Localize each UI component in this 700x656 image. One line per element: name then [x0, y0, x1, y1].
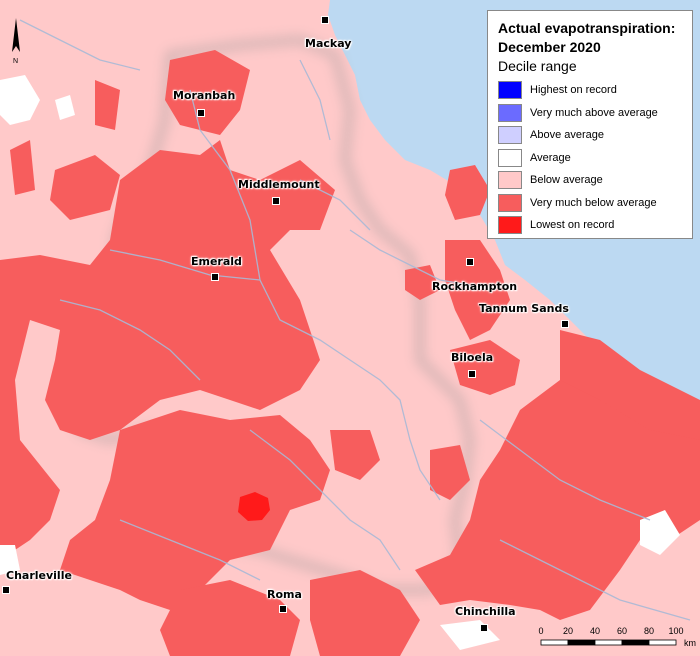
town-marker-emerald [211, 273, 219, 281]
legend-row-average: Average [498, 147, 682, 170]
scale-tick-label: 60 [616, 626, 628, 636]
town-marker-chinchilla [480, 624, 488, 632]
town-label-rockhampton: Rockhampton [432, 280, 518, 293]
legend-label: Very much below average [530, 196, 657, 209]
town-label-middlemount: Middlemount [238, 178, 320, 191]
lowest-on-record-patch [238, 492, 270, 521]
legend-label: Average [530, 151, 571, 164]
scale-tick-label: 40 [589, 626, 601, 636]
legend-row-above: Above average [498, 124, 682, 147]
north-arrow-icon [12, 18, 20, 52]
legend-swatch [498, 193, 522, 212]
legend-label: Very much above average [530, 106, 658, 119]
scale-tick-label: 20 [562, 626, 574, 636]
legend-title-line2: December 2020 [498, 39, 601, 55]
town-marker-roma [279, 605, 287, 613]
town-marker-rockhampton [466, 258, 474, 266]
scale-tick-label: 0 [538, 626, 544, 636]
legend-label: Highest on record [530, 84, 617, 97]
legend-label: Below average [530, 174, 603, 187]
town-marker-charleville [2, 586, 10, 594]
very-much-below-average-regions [0, 50, 700, 656]
legend-swatch [498, 171, 522, 190]
legend-swatch [498, 216, 522, 235]
town-marker-moranbah [197, 109, 205, 117]
legend-label: Above average [530, 129, 604, 142]
scale-unit: km [684, 638, 696, 648]
scale-bar: 0 20 40 60 80 100 km [538, 626, 696, 650]
legend-swatch [498, 148, 522, 167]
map-legend: Actual evapotranspiration: December 2020… [487, 10, 693, 239]
legend-row-very-much-below: Very much below average [498, 192, 682, 215]
legend-title-line1: Actual evapotranspiration: [498, 20, 676, 36]
legend-row-below: Below average [498, 169, 682, 192]
town-marker-mackay [321, 16, 329, 24]
legend-swatch [498, 103, 522, 122]
north-label: N [13, 58, 19, 65]
town-label-tannum-sands: Tannum Sands [479, 302, 569, 315]
town-label-roma: Roma [267, 588, 302, 601]
north-arrow: N [8, 18, 24, 66]
legend-row-highest: Highest on record [498, 79, 682, 102]
town-label-chinchilla: Chinchilla [455, 605, 516, 618]
town-marker-tannum-sands [561, 320, 569, 328]
river-network [19, 19, 691, 621]
legend-label: Lowest on record [530, 219, 615, 232]
town-label-charleville: Charleville [6, 569, 72, 582]
town-marker-biloela [468, 370, 476, 378]
legend-swatch [498, 126, 522, 145]
legend-subtitle: Decile range [498, 58, 577, 74]
scale-bar-graphic [540, 639, 677, 646]
scale-tick-label: 100 [668, 626, 684, 636]
legend-swatch [498, 81, 522, 100]
scale-tick-label: 80 [643, 626, 655, 636]
town-label-emerald: Emerald [191, 255, 242, 268]
town-label-biloela: Biloela [451, 351, 494, 364]
town-label-moranbah: Moranbah [173, 89, 236, 102]
town-label-mackay: Mackay [305, 37, 352, 50]
legend-row-lowest: Lowest on record [498, 214, 682, 237]
legend-row-very-much-above: Very much above average [498, 102, 682, 125]
town-marker-middlemount [272, 197, 280, 205]
